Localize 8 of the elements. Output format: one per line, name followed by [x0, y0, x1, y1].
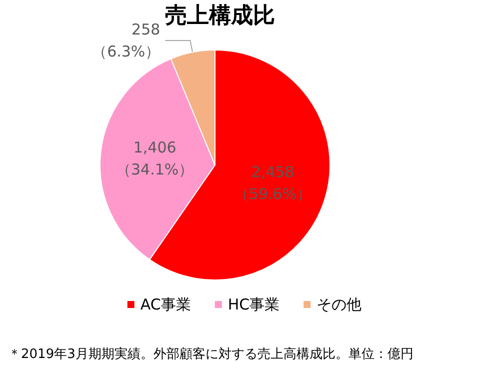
legend-label: HC事業	[228, 296, 280, 314]
text: ＊2019年3月期期実績。外部顧客に対する売上高構成比。単位：億円	[8, 346, 414, 362]
data-label: 1,406 （34.1%）	[116, 138, 194, 179]
legend-label: その他	[316, 296, 362, 314]
legend-label: AC事業	[140, 296, 191, 314]
chart-title: 売上構成比	[165, 4, 275, 28]
data-label: 2,458 （59.6%）	[234, 163, 312, 204]
data-label: 258 （6.3%）	[92, 20, 160, 60]
